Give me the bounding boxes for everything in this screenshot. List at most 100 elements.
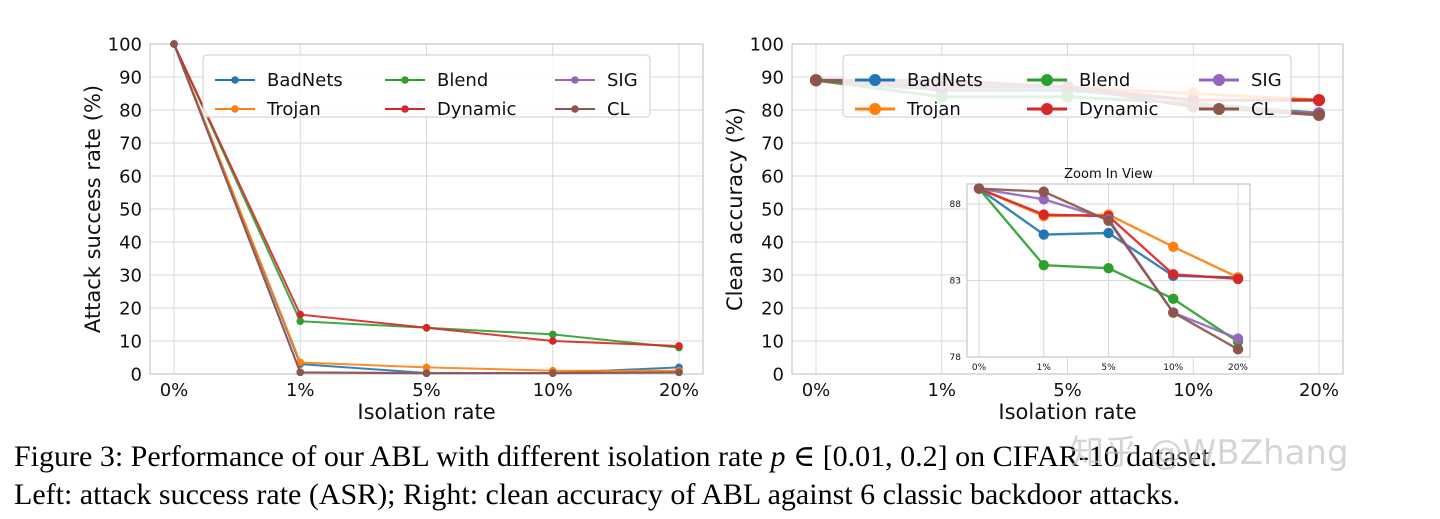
acc-point-dynamic <box>1313 94 1325 107</box>
acc-x-tick-label: 5% <box>1053 380 1082 401</box>
asr-y-tick-label: 20 <box>119 298 142 319</box>
asr-y-tick-label: 60 <box>119 166 142 187</box>
acc-point-cl <box>1313 108 1325 121</box>
asr-point-trojan <box>296 358 305 367</box>
asr-point-cl <box>548 369 557 377</box>
zoom-point-trojan <box>1168 241 1179 252</box>
acc-y-tick-label: 80 <box>761 100 784 121</box>
asr-point-trojan <box>422 363 431 372</box>
acc-legend-label-cl: CL <box>1251 99 1274 120</box>
acc-y-tick-label: 70 <box>761 133 784 154</box>
asr-y-tick-label: 80 <box>119 100 142 121</box>
acc-y-tick-label: 60 <box>761 166 784 187</box>
caption-variable: p <box>770 440 786 473</box>
asr-y-tick-label: 0 <box>131 364 142 385</box>
asr-chart: 0 10 20 30 40 50 60 70 80 90 100 0% 1% 5% 10% 20% Isolat… <box>81 34 704 424</box>
acc-x-tick-label: 20% <box>1299 380 1339 401</box>
acc-y-tick-label: 20 <box>761 298 784 319</box>
acc-legend-marker-trojan <box>869 103 881 115</box>
asr-x-tick-label: 10% <box>533 380 573 401</box>
acc-legend-marker-blend <box>1041 74 1053 86</box>
asr-x-axis-label: Isolation rate <box>357 400 495 424</box>
asr-point-cl <box>422 369 431 378</box>
acc-y-axis-label: Clean accuracy (%) <box>723 107 747 311</box>
asr-y-tick-label: 50 <box>119 199 142 220</box>
asr-y-tick-label: 10 <box>119 331 142 352</box>
zoom-point-blend <box>1103 263 1114 274</box>
asr-point-dynamic <box>422 324 431 332</box>
figure-caption: Figure 3: Performance of our ABL with di… <box>14 438 1434 514</box>
asr-point-cl <box>296 368 305 377</box>
asr-x-tick-label: 1% <box>286 380 315 401</box>
zoom-x-tick-label: 1% <box>1037 363 1052 373</box>
acc-legend-label-badnets: BadNets <box>907 70 983 91</box>
zoom-point-blend <box>1038 259 1049 271</box>
asr-y-tick-label: 70 <box>119 133 142 154</box>
acc-y-tick-label: 40 <box>761 232 784 253</box>
acc-y-tick-label: 50 <box>761 199 784 220</box>
asr-point-dynamic <box>296 310 305 319</box>
asr-point-blend <box>296 317 305 326</box>
acc-y-tick-label: 0 <box>773 364 784 385</box>
asr-point-cl <box>675 368 683 377</box>
asr-legend-label-badnets: BadNets <box>267 70 343 91</box>
asr-legend-label-cl: CL <box>607 99 630 120</box>
zoom-point-sig <box>1232 333 1244 344</box>
zoom-point-blend <box>1168 293 1179 305</box>
acc-y-tick-label: 90 <box>761 67 784 88</box>
acc-x-tick-label: 1% <box>927 380 956 401</box>
asr-y-tick-label: 100 <box>108 34 142 55</box>
caption-text-1b: ∈ [0.01, 0.2] on CIFAR-10 dataset. <box>785 440 1218 473</box>
caption-line-2: Left: attack success rate (ASR); Right: … <box>14 478 1180 511</box>
acc-y-tick-label: 10 <box>761 331 784 352</box>
zoom-point-cl <box>1038 186 1049 197</box>
asr-point-cl <box>170 40 178 48</box>
asr-point-dynamic <box>548 337 557 345</box>
asr-point-blend <box>548 330 557 339</box>
zoom-point-badnets <box>1038 229 1049 240</box>
zoom-point-cl <box>1168 307 1179 318</box>
asr-x-tick-label: 20% <box>659 380 699 401</box>
zoom-point-cl <box>973 183 985 194</box>
watermark: 知乎 @WBZhang <box>1070 433 1349 473</box>
zoom-point-cl <box>1232 344 1244 355</box>
asr-legend-marker-sig <box>571 76 579 84</box>
asr-point-dynamic <box>675 342 683 350</box>
zoom-y-tick-label: 88 <box>950 200 962 210</box>
asr-legend-label-trojan: Trojan <box>266 99 321 120</box>
asr-legend-box <box>202 54 651 118</box>
acc-legend-marker-badnets <box>869 74 881 86</box>
zoom-point-dynamic <box>1168 269 1179 280</box>
zoom-y-tick-label: 78 <box>950 353 962 363</box>
acc-x-tick-label: 0% <box>802 380 831 401</box>
asr-legend-marker-badnets <box>231 76 239 84</box>
zoom-x-tick-label: 5% <box>1101 363 1116 373</box>
zoom-point-dynamic <box>1038 209 1049 220</box>
acc-x-axis-label: Isolation rate <box>998 400 1136 424</box>
acc-legend-marker-sig <box>1213 74 1225 86</box>
zoom-point-cl <box>1103 215 1114 226</box>
acc-legend-box <box>842 54 1292 118</box>
caption-text-1a: Figure 3: Performance of our ABL with di… <box>14 440 771 473</box>
asr-legend-label-dynamic: Dynamic <box>437 99 516 120</box>
acc-legend-marker-dynamic <box>1041 103 1053 115</box>
zoom-x-tick-label: 10% <box>1163 363 1183 373</box>
asr-y-tick-label: 30 <box>119 265 142 286</box>
acc-x-tick-label: 10% <box>1173 380 1213 401</box>
asr-y-tick-label: 90 <box>119 67 142 88</box>
zoom-x-tick-label: 20% <box>1228 363 1248 373</box>
asr-x-tick-label: 0% <box>160 380 189 401</box>
asr-x-tick-label: 5% <box>412 380 441 401</box>
acc-plot-frame <box>791 43 1344 375</box>
acc-y-tick-label: 100 <box>750 34 784 55</box>
acc-legend-label-dynamic: Dynamic <box>1079 99 1158 120</box>
asr-legend-label-sig: SIG <box>607 70 638 91</box>
acc-legend-marker-cl <box>1213 103 1225 115</box>
caption-line-1: Figure 3: Performance of our ABL with di… <box>14 438 1434 476</box>
acc-legend-label-blend: Blend <box>1079 70 1130 91</box>
asr-legend-marker-cl <box>571 105 579 113</box>
asr-legend-marker-trojan <box>231 105 239 113</box>
zoom-x-tick-label: 0% <box>972 363 987 373</box>
asr-y-axis-label: Attack success rate (%) <box>81 85 105 333</box>
